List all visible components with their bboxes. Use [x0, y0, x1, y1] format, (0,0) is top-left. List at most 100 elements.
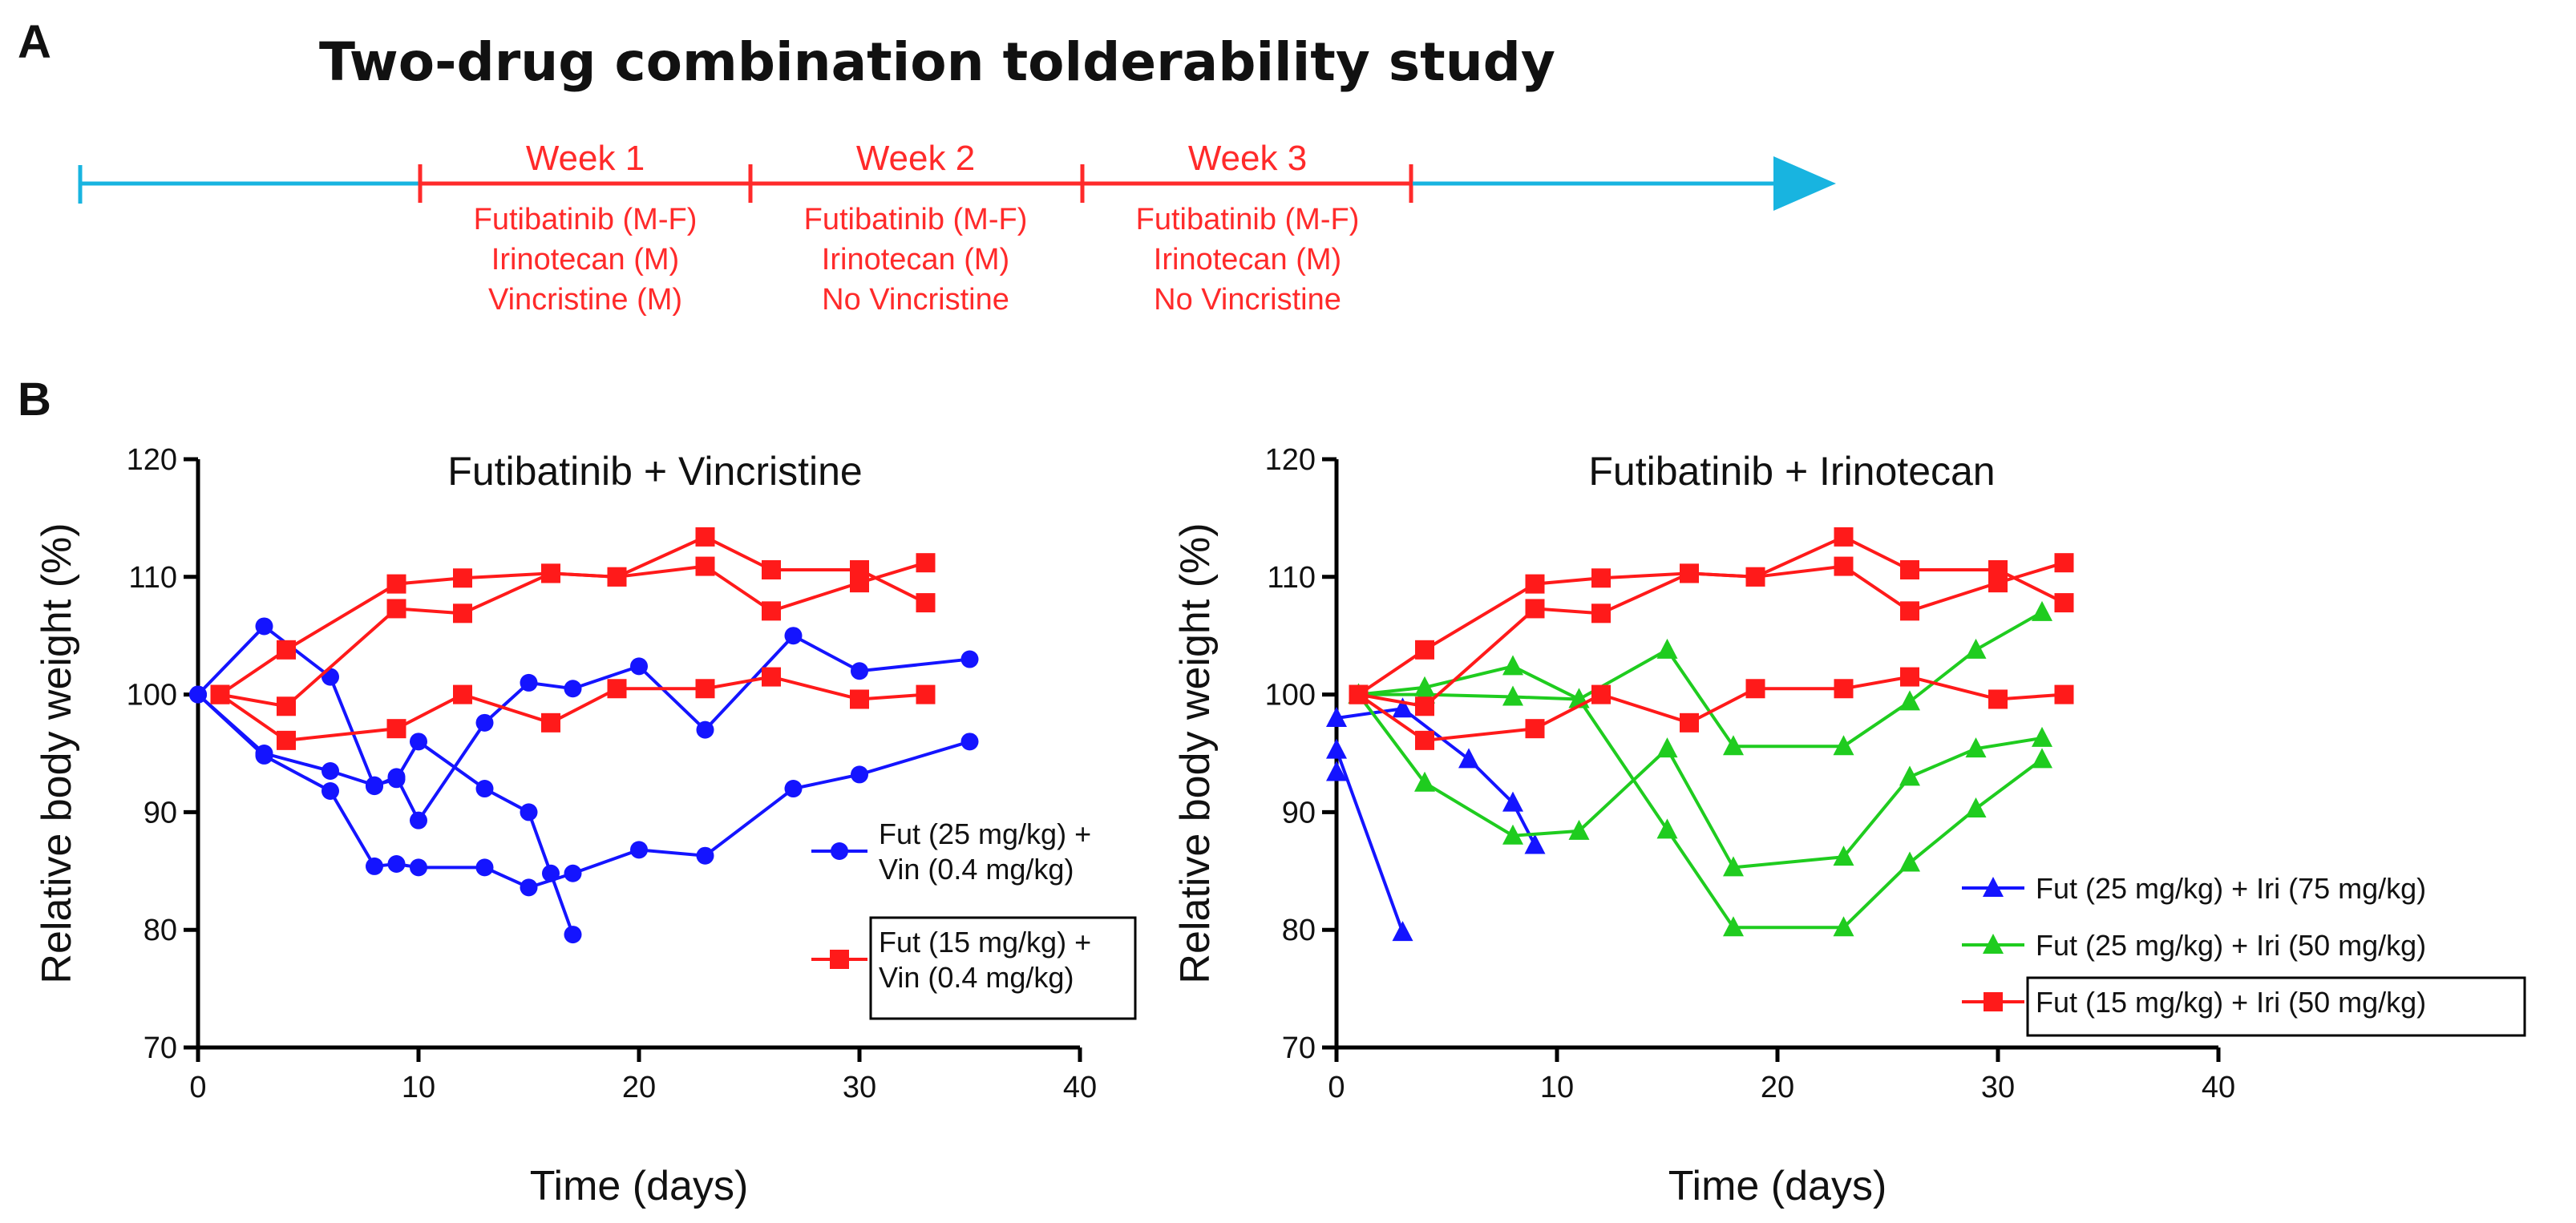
y-tick-label: 100 [1265, 679, 1316, 712]
y-tick-label: 70 [144, 1031, 177, 1065]
series-line [219, 675, 926, 742]
data-point [916, 553, 936, 573]
data-point [1833, 735, 1854, 756]
data-point [1392, 921, 1413, 942]
data-point [1525, 599, 1545, 619]
series-7 [1349, 553, 2074, 716]
data-point [520, 673, 538, 692]
data-point [850, 573, 869, 593]
x-tick-label: 20 [1761, 1071, 1794, 1104]
data-point [387, 768, 406, 786]
data-point [851, 662, 868, 680]
data-point [2032, 600, 2052, 621]
y-tick-label: 80 [1282, 914, 1316, 947]
data-point [321, 781, 339, 800]
data-point [1680, 563, 1699, 583]
x-tick-label: 30 [1981, 1071, 2015, 1104]
x-axis-title: Time (days) [1668, 1163, 1887, 1209]
legend-item: Fut (25 mg/kg) + Iri (50 mg/kg) [1962, 929, 2426, 962]
data-point [520, 803, 538, 821]
data-point [1414, 771, 1435, 792]
data-point [453, 568, 472, 588]
data-point [784, 780, 803, 798]
series-2 [1326, 761, 1347, 781]
data-point [1502, 791, 1523, 812]
data-point [630, 657, 648, 676]
data-point [386, 574, 406, 594]
data-point [762, 559, 781, 579]
week-2-block: Week 2 Futibatinib (M-F) Irinotecan (M) … [804, 139, 1028, 317]
week-2-drug-1: Futibatinib (M-F) [804, 203, 1028, 236]
data-point [2032, 748, 2052, 769]
legend-swatch-marker [1983, 934, 2004, 954]
series-line [1358, 561, 2065, 708]
series-3 [1348, 600, 2052, 756]
chart-title: Futibatinib + Irinotecan [1588, 449, 1995, 494]
y-tick-label: 110 [1267, 561, 1316, 595]
data-point [1834, 679, 1854, 699]
data-point [696, 846, 714, 865]
y-tick-label: 90 [1282, 796, 1316, 829]
data-point [1900, 667, 1919, 687]
data-point [1745, 567, 1765, 587]
chart-title: Futibatinib + Vincristine [447, 449, 862, 494]
series-line [1357, 693, 2043, 870]
data-point [1965, 797, 1987, 817]
data-point [1568, 819, 1590, 840]
week-3-drug-3: No Vincristine [1154, 283, 1341, 317]
data-point [696, 720, 714, 739]
data-point [1833, 916, 1854, 937]
legend-label: Fut (25 mg/kg) + Iri (75 mg/kg) [2036, 872, 2426, 905]
panel-a: A Two-drug combination tolderability stu… [18, 16, 1836, 317]
chart-vincristine: Futibatinib + Vincristine708090100110120… [34, 443, 1137, 1209]
data-point [564, 680, 582, 698]
series-4 [1348, 683, 2052, 877]
data-point [321, 762, 339, 781]
y-tick-label: 100 [127, 679, 177, 712]
data-point [1415, 640, 1434, 660]
data-point [1723, 735, 1744, 756]
data-point [410, 733, 427, 751]
data-point [630, 841, 648, 859]
data-point [1525, 574, 1545, 594]
data-point [475, 780, 494, 798]
x-tick-label: 20 [622, 1071, 656, 1104]
data-point [2032, 726, 2052, 747]
data-point [386, 719, 406, 739]
data-point [564, 926, 582, 944]
data-point [851, 765, 868, 784]
legend: Fut (25 mg/kg) + Iri (75 mg/kg) Fut (25 m… [1962, 872, 2526, 1037]
series-0 [1326, 697, 1546, 854]
data-point [1326, 706, 1347, 727]
y-tick-label: 110 [128, 561, 177, 595]
data-point [960, 733, 979, 751]
data-point [762, 667, 781, 687]
legend-label: Fut (15 mg/kg) + [879, 926, 1091, 959]
data-point [2054, 593, 2074, 613]
series-5 [210, 667, 936, 750]
series-0 [189, 685, 582, 944]
week-3-block: Week 3 Futibatinib (M-F) Irinotecan (M) … [1136, 139, 1360, 317]
y-axis-title: Relative body weight (%) [34, 523, 80, 983]
data-point [1900, 559, 1919, 579]
data-point [916, 593, 936, 613]
data-point [1591, 684, 1611, 704]
data-point [277, 640, 296, 660]
data-point [607, 679, 627, 699]
x-tick-label: 40 [2202, 1071, 2235, 1104]
x-tick-label: 0 [189, 1071, 206, 1104]
series-line [1357, 675, 2064, 742]
series-1 [189, 617, 979, 829]
legend-item: Fut (15 mg/kg) + Iri (50 mg/kg) [1962, 976, 2526, 1037]
x-tick-label: 30 [843, 1071, 876, 1104]
week-3-label: Week 3 [1188, 139, 1307, 178]
y-tick-label: 90 [144, 796, 177, 829]
data-point [1988, 573, 2008, 593]
data-point [541, 563, 560, 583]
legend-label: Fut (25 mg/kg) + [879, 817, 1091, 850]
timeline [78, 156, 1836, 211]
series-line [196, 693, 575, 935]
data-point [366, 857, 383, 875]
data-point [1745, 679, 1765, 699]
panel-a-letter: A [18, 16, 51, 68]
